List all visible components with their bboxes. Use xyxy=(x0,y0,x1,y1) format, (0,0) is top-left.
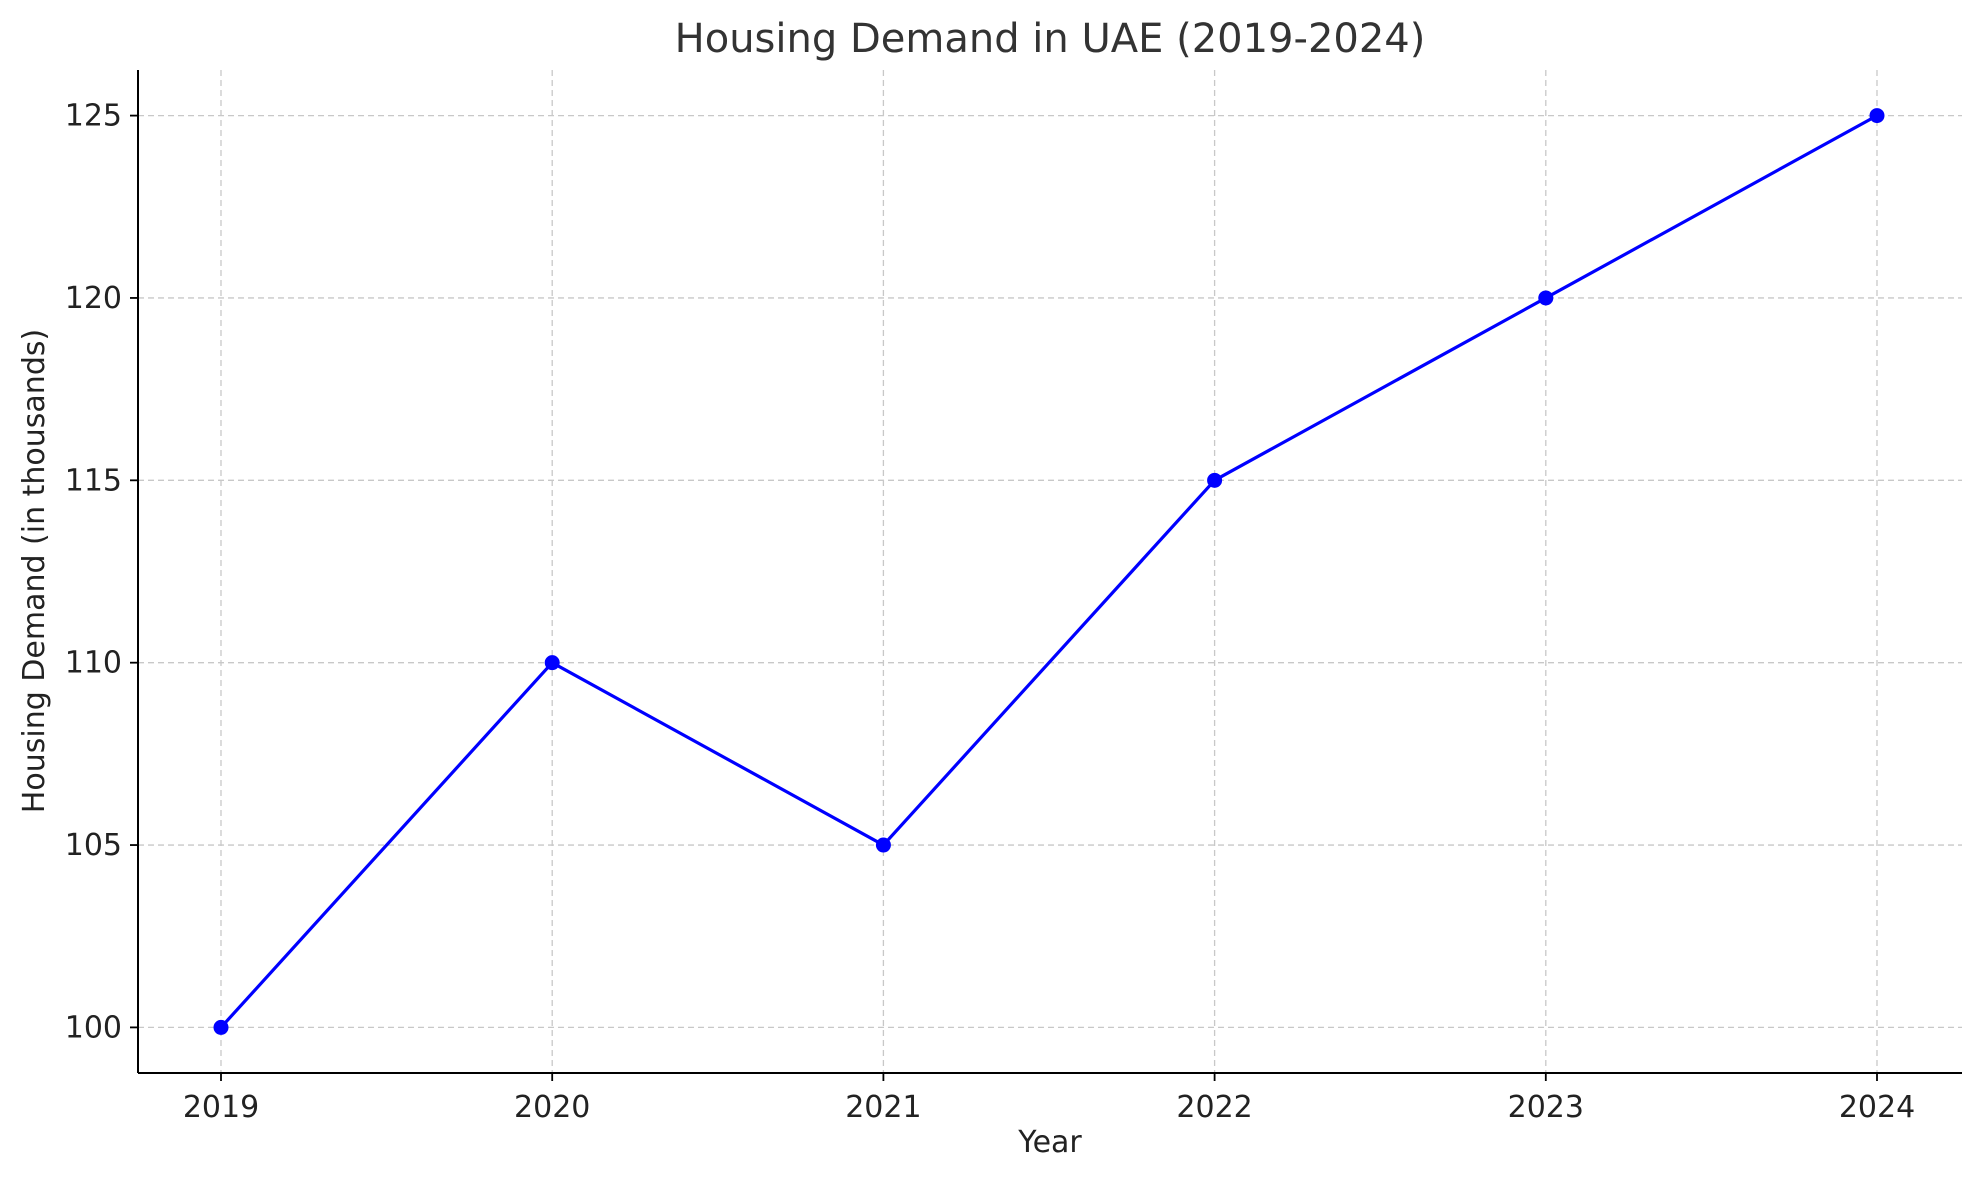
y-tick-label: 120 xyxy=(65,281,122,316)
axes-spines xyxy=(137,70,1962,1074)
x-tick-label: 2019 xyxy=(183,1090,259,1125)
y-tick-label: 100 xyxy=(65,1010,122,1045)
x-tick-label: 2021 xyxy=(845,1090,921,1125)
y-tick-label: 125 xyxy=(65,99,122,134)
y-tick-label: 110 xyxy=(65,646,122,681)
x-tick-label: 2022 xyxy=(1176,1090,1252,1125)
y-tick-label: 105 xyxy=(65,828,122,863)
x-axis-label: Year xyxy=(1017,1125,1082,1160)
chart-title: Housing Demand in UAE (2019-2024) xyxy=(675,16,1426,62)
series-line xyxy=(219,114,1878,1029)
x-tick-label: 2020 xyxy=(514,1090,590,1125)
data-series xyxy=(213,108,1885,1035)
data-point-marker xyxy=(1869,108,1885,124)
y-axis-ticks: 100 105 110 115 120 125 xyxy=(65,99,138,1045)
y-tick-label: 115 xyxy=(65,463,122,498)
grid-lines xyxy=(138,70,1962,1073)
y-axis-label: Housing Demand (in thousands) xyxy=(17,329,52,813)
data-point-marker xyxy=(213,1019,229,1035)
x-tick-label: 2023 xyxy=(1508,1090,1584,1125)
x-axis-ticks: 2019 2020 2021 2022 2023 2024 xyxy=(183,1073,1915,1125)
x-tick-label: 2024 xyxy=(1839,1090,1915,1125)
data-point-marker xyxy=(875,837,891,853)
data-point-marker xyxy=(1207,472,1223,488)
data-point-marker xyxy=(544,655,560,671)
data-point-marker xyxy=(1538,290,1554,306)
